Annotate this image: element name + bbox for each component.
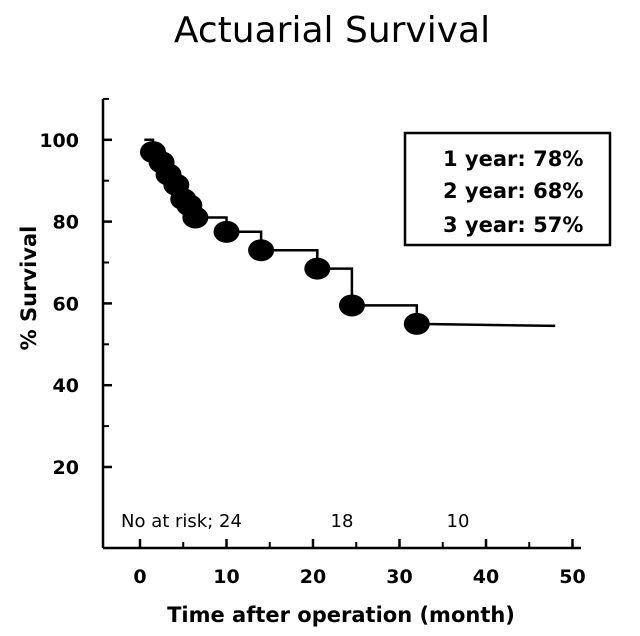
legend-entry-1-year: 1 year: 78%: [443, 147, 583, 171]
censor-marker-10: [304, 257, 331, 280]
at-risk-row: No at risk; 24 18 10: [121, 511, 469, 532]
at-risk-value-10: 10: [447, 511, 470, 532]
y-axis-ticks: 20 40 60 80 100: [39, 97, 112, 479]
x-tick-label: 0: [133, 566, 146, 588]
legend-box: [403, 131, 612, 247]
x-axis-ticks: 0 10 20 30 40 50: [133, 539, 586, 588]
y-tick-label: 80: [53, 212, 79, 234]
legend: 1 year: 78% 2 year: 68% 3 year: 57%: [403, 131, 612, 247]
y-tick-label: 20: [53, 457, 79, 479]
censor-markers: [139, 141, 430, 335]
y-tick-label: 60: [53, 293, 79, 315]
censor-marker-7: [182, 206, 209, 229]
censor-marker-11: [338, 294, 365, 317]
censor-marker-8: [213, 220, 240, 243]
x-tick-label: 20: [300, 566, 326, 588]
legend-entry-2-year: 2 year: 68%: [443, 179, 583, 203]
x-axis-label: Time after operation (month): [167, 603, 515, 627]
at-risk-label: No at risk; 24: [121, 511, 242, 532]
censor-marker-12: [403, 312, 430, 335]
y-tick-label: 100: [39, 130, 79, 152]
y-axis-label: % Survival: [17, 226, 41, 351]
x-tick-label: 10: [213, 566, 239, 588]
censor-marker-9: [248, 239, 275, 262]
at-risk-value-18: 18: [331, 511, 354, 532]
legend-entry-3-year: 3 year: 57%: [443, 213, 583, 237]
x-tick-label: 30: [386, 566, 412, 588]
y-tick-label: 40: [53, 375, 79, 397]
x-tick-label: 50: [559, 566, 585, 588]
x-tick-label: 40: [473, 566, 499, 588]
chart-title: Actuarial Survival: [174, 10, 490, 51]
